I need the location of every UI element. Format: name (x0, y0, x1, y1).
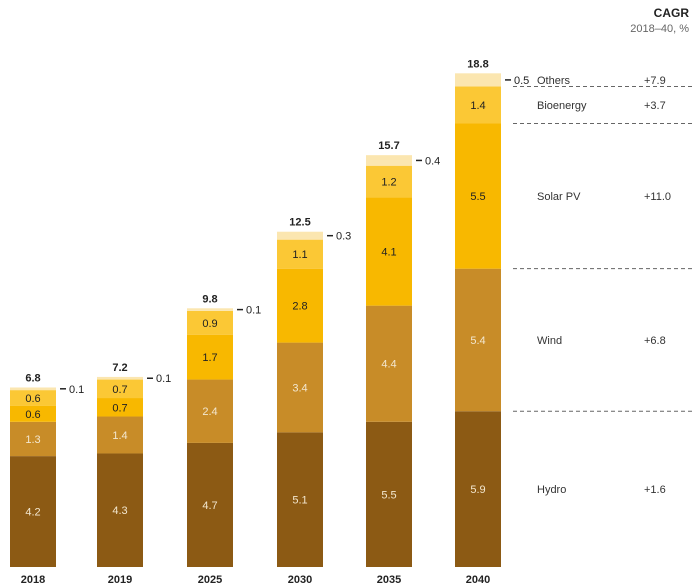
legend-series-name: Hydro (537, 484, 566, 496)
others-label: 0.5 (514, 75, 529, 87)
bar-segment (277, 268, 323, 343)
x-tick-label: 2025 (198, 574, 222, 586)
bar-segment (455, 86, 501, 124)
legend-cagr-value: +3.7 (644, 100, 666, 112)
total-label: 12.5 (289, 217, 310, 229)
bar-segment (366, 421, 412, 567)
bar-segment (455, 123, 501, 269)
segment-label: 2.4 (202, 406, 217, 418)
segment-label: 4.1 (381, 247, 396, 259)
bar-segment (187, 442, 233, 567)
segment-label: 1.3 (25, 434, 40, 446)
bar-segment (10, 456, 56, 567)
total-label: 7.2 (112, 362, 127, 374)
legend-cagr-value: +7.9 (644, 75, 666, 87)
x-tick-label: 2030 (288, 574, 312, 586)
legend-series-name: Bioenergy (537, 100, 587, 112)
segment-label: 5.5 (470, 191, 485, 203)
segment-label: 0.6 (25, 393, 40, 405)
segment-label: 2.8 (292, 301, 307, 313)
segment-label: 1.4 (470, 100, 485, 112)
cagr-subtitle: 2018–40, % (630, 23, 689, 35)
bar-segment (97, 376, 143, 380)
bar-segment (187, 308, 233, 311)
legend-series-name: Others (537, 75, 571, 87)
segment-label: 1.7 (202, 352, 217, 364)
segment-label: 5.5 (381, 489, 396, 501)
segment-label: 5.4 (470, 335, 485, 347)
bar-segment (277, 239, 323, 269)
x-tick-label: 2019 (108, 574, 132, 586)
bar-segment (455, 268, 501, 412)
bar-segment (97, 398, 143, 417)
segment-label: 0.7 (112, 384, 127, 396)
legend-series-name: Wind (537, 335, 562, 347)
legend-cagr-value: +11.0 (644, 191, 671, 203)
bar-segment (455, 411, 501, 567)
others-label: 0.4 (425, 155, 440, 167)
bar-segment (97, 453, 143, 567)
segment-label: 4.2 (25, 507, 40, 519)
x-tick-label: 2018 (21, 574, 45, 586)
segment-label: 1.2 (381, 177, 396, 189)
bar-segment (10, 421, 56, 457)
bar-segment (97, 416, 143, 454)
segment-label: 1.1 (292, 249, 307, 261)
segment-label: 4.7 (202, 500, 217, 512)
x-tick-label: 2040 (466, 574, 490, 586)
bar-segment (277, 342, 323, 433)
bar-segment (366, 197, 412, 306)
others-label: 0.1 (156, 373, 171, 385)
legend-series-name: Solar PV (537, 191, 581, 203)
legend-cagr-value: +1.6 (644, 484, 666, 496)
bar-segment (277, 231, 323, 240)
segment-label: 5.1 (292, 495, 307, 507)
segment-label: 4.4 (381, 359, 396, 371)
bar-segment (10, 405, 56, 422)
total-label: 6.8 (25, 372, 40, 384)
bar-segment (97, 379, 143, 399)
segment-label: 0.7 (112, 402, 127, 414)
segment-label: 0.6 (25, 409, 40, 421)
bar-segment (366, 165, 412, 198)
segment-label: 4.3 (112, 505, 127, 517)
bar-segment (366, 305, 412, 422)
bar-segment (366, 155, 412, 166)
total-label: 9.8 (202, 293, 217, 305)
segment-label: 5.9 (470, 484, 485, 496)
bar-segment (187, 310, 233, 335)
total-label: 15.7 (378, 140, 399, 152)
bar-segment (277, 432, 323, 567)
legend-cagr-value: +6.8 (644, 335, 666, 347)
segment-label: 0.9 (202, 318, 217, 330)
total-label: 18.8 (467, 58, 488, 70)
cagr-header: CAGR 2018–40, % (630, 6, 689, 35)
others-label: 0.1 (246, 305, 261, 317)
bar-segment (187, 334, 233, 380)
bar-segment (10, 387, 56, 391)
x-tick-label: 2035 (377, 574, 401, 586)
others-label: 0.1 (69, 384, 84, 396)
segment-label: 1.4 (112, 430, 127, 442)
segment-label: 3.4 (292, 382, 307, 394)
bar-segment (10, 390, 56, 406)
bar-segment (455, 73, 501, 87)
bar-segment (187, 379, 233, 443)
cagr-title: CAGR (653, 6, 689, 20)
others-label: 0.3 (336, 231, 351, 243)
